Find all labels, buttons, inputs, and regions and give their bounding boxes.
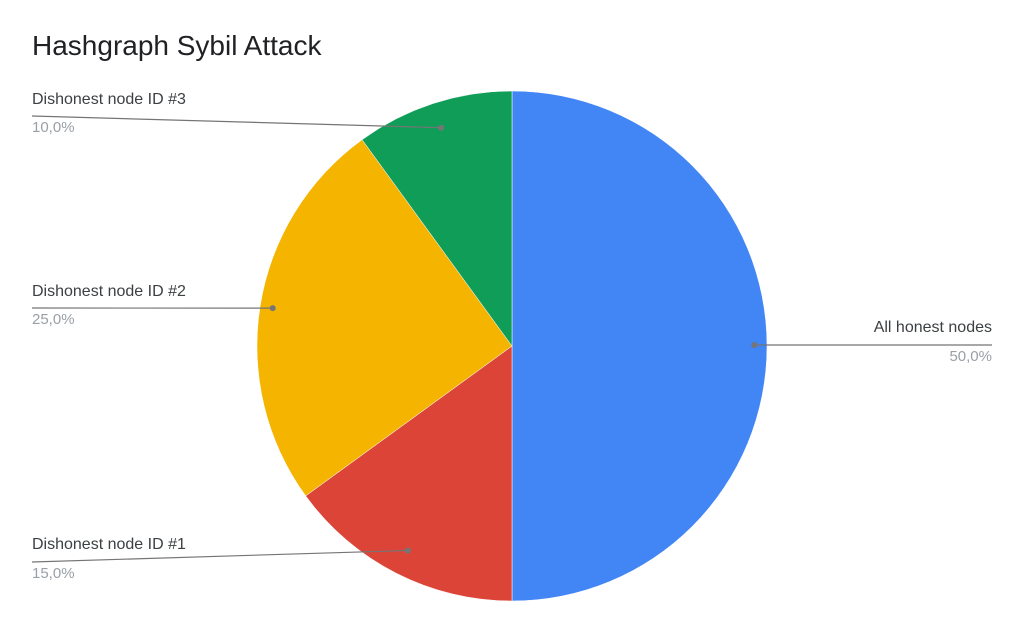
leader-line-dishonest-node-id-3 [31, 115, 442, 129]
slice-label-dishonest-node-id-2: Dishonest node ID #2 [32, 283, 186, 300]
slice-percent-dishonest-node-id-1: 15,0% [32, 565, 75, 582]
pie-slices [256, 90, 768, 602]
leader-dot-dishonest-node-id-1 [404, 547, 411, 554]
slice-percent-dishonest-node-id-2: 25,0% [32, 311, 75, 328]
chart-title: Hashgraph Sybil Attack [32, 30, 322, 61]
leader-lines [31, 115, 992, 563]
leader-line-dishonest-node-id-1 [31, 549, 408, 563]
leader-dot-dishonest-node-id-3 [438, 124, 445, 131]
slice-label-dishonest-node-id-3: Dishonest node ID #3 [32, 91, 186, 108]
slice-percent-all-honest-nodes: 50,0% [949, 348, 992, 365]
slice-label-all-honest-nodes: All honest nodes [874, 319, 992, 336]
slice-label-dishonest-node-id-1: Dishonest node ID #1 [32, 536, 186, 553]
leader-dot-all-honest-nodes [751, 342, 758, 348]
pie-slice-dishonest-node-id-2 [256, 139, 513, 497]
pie-slice-all-honest-nodes [511, 90, 768, 602]
pie-slice-dishonest-node-id-1 [305, 345, 513, 602]
pie-slice-dishonest-node-id-3 [361, 90, 513, 347]
leader-dot-dishonest-node-id-2 [269, 305, 276, 312]
slice-labels: All honest nodes 50,0% Dishonest node ID #… [32, 91, 992, 582]
slice-percent-dishonest-node-id-3: 10,0% [32, 119, 75, 136]
